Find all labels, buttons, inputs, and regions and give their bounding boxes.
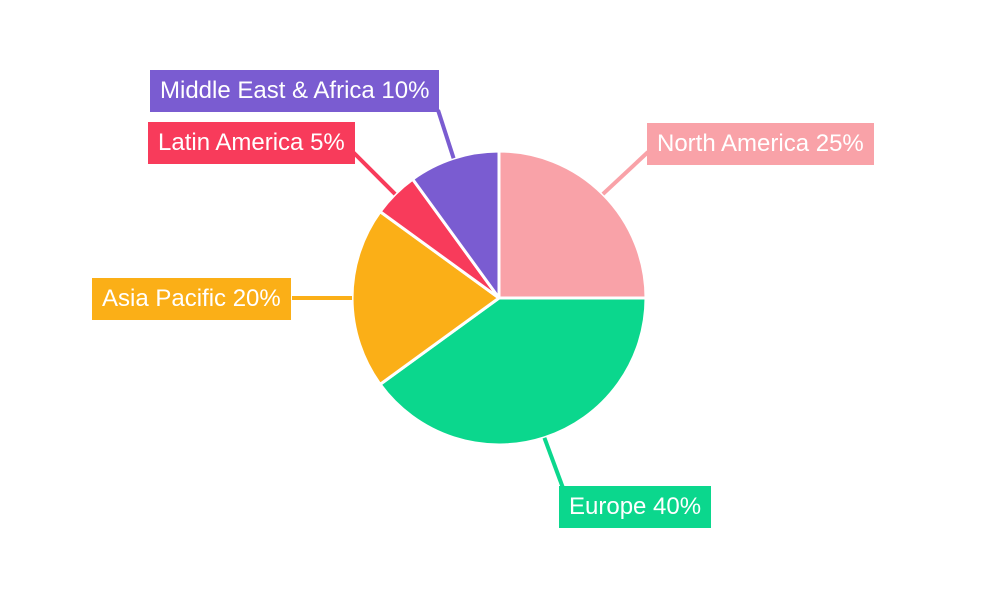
callout-label-north-america: North America 25%: [647, 123, 874, 165]
leader-line-europe: [542, 437, 565, 489]
pie-slice-europe: [378, 296, 648, 447]
pie-slice-north-america: [497, 149, 648, 300]
callout-label-latin-america: Latin America 5%: [148, 122, 355, 164]
leader-line-north-america: [601, 150, 650, 196]
callout-label-asia-pacific: Asia Pacific 20%: [92, 278, 291, 320]
callout-label-europe: Europe 40%: [559, 486, 712, 528]
pie-slice-asia-pacific: [350, 210, 501, 386]
leader-line-middle-east-africa: [436, 109, 456, 159]
callout-label-middle-east-africa: Middle East & Africa 10%: [150, 70, 440, 112]
leader-line-latin-america: [351, 150, 397, 196]
